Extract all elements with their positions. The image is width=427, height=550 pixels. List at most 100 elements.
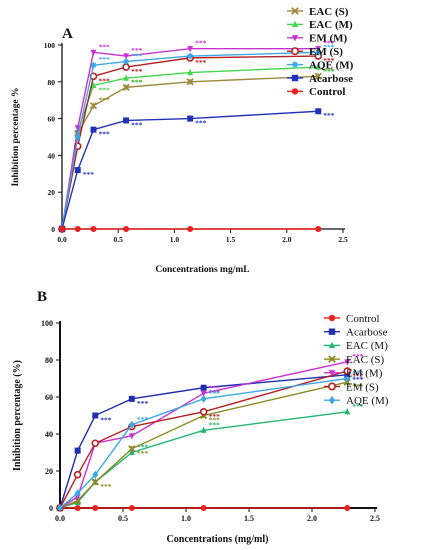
data-point <box>315 49 322 56</box>
legend-marker <box>291 7 299 15</box>
series-line <box>59 381 348 509</box>
y-tick-label: 0 <box>49 504 53 513</box>
x-tick-label: 2.0 <box>282 235 292 244</box>
panel-label: B <box>37 289 47 305</box>
legend-item: Acarbose <box>287 73 353 85</box>
legend-marker <box>291 74 299 82</box>
significance-label: *** <box>100 416 112 425</box>
data-point <box>74 489 81 498</box>
data-point <box>92 412 99 419</box>
y-axis-label: Inhibition percentage % <box>11 87 21 186</box>
legend-label: EAC (S) <box>346 354 385 366</box>
legend-label: Control <box>309 86 345 98</box>
data-point <box>128 395 135 402</box>
legend-item: Control <box>324 313 380 325</box>
significance-label: *** <box>195 39 207 48</box>
y-tick-label: 100 <box>41 319 53 328</box>
data-point <box>344 359 351 366</box>
legend-label: EAC (M) <box>309 19 353 31</box>
legend-label: AQE (M) <box>346 395 389 407</box>
significance-label: *** <box>98 76 110 85</box>
y-tick-label: 80 <box>45 356 53 365</box>
data-point <box>90 126 97 133</box>
data-point <box>74 447 81 454</box>
significance-label: *** <box>98 42 110 51</box>
data-point <box>91 439 100 448</box>
significance-label: *** <box>323 42 335 51</box>
data-point <box>187 226 194 232</box>
x-tick-label: 0.0 <box>55 514 65 523</box>
data-point <box>90 62 97 69</box>
series-line <box>59 377 348 509</box>
legend-marker <box>328 355 336 363</box>
legend-label: AQE (M) <box>309 59 354 71</box>
data-point <box>200 384 207 391</box>
significance-label: *** <box>352 352 364 361</box>
legend-marker <box>328 341 336 349</box>
legend-marker <box>328 314 336 322</box>
chart-panel-a: A 0.0 0.5 1.0 1.5 2.0 2.5 0 20 40 60 80 100 Concentra… <box>11 6 354 275</box>
significance-label: *** <box>352 402 364 411</box>
legend-label: EM (M) <box>346 368 383 380</box>
data-point <box>344 408 351 415</box>
series-line <box>59 374 348 509</box>
y-tick-label: 80 <box>48 78 56 87</box>
data-point <box>187 115 194 122</box>
data-point <box>315 46 322 53</box>
significance-label: *** <box>131 46 143 55</box>
legend-marker <box>291 88 299 95</box>
x-axis-label: Concentrations mg/mL <box>155 265 249 275</box>
significance-label: *** <box>137 415 149 424</box>
y-tick-label: 0 <box>51 225 55 234</box>
x-axis-label: Concentrations (mg/ml) <box>167 534 269 545</box>
data-point <box>74 494 81 501</box>
data-point <box>90 226 97 232</box>
data-point <box>187 69 194 76</box>
series-control <box>57 505 351 511</box>
y-tick-label: 20 <box>45 467 53 476</box>
significance-label: *** <box>83 170 95 179</box>
x-tick-label: 0.5 <box>118 514 128 523</box>
data-point <box>74 505 81 511</box>
x-tick-label: 2.5 <box>338 235 348 244</box>
legend-item: EAC (S) <box>324 354 385 366</box>
data-point <box>128 505 135 511</box>
significance-label: *** <box>195 58 207 67</box>
legend-item: AQE (M) <box>324 395 389 407</box>
legend-item: EAC (M) <box>287 19 353 31</box>
legend-item: Acarbose <box>324 327 388 339</box>
significance-label: *** <box>209 420 221 429</box>
data-point <box>90 81 97 88</box>
data-point <box>187 46 194 53</box>
data-point <box>343 367 352 375</box>
series-acarbose: *** *** *** *** *** <box>59 108 335 232</box>
significance-label: *** <box>98 130 110 139</box>
significance-label: *** <box>352 369 364 378</box>
data-point <box>315 63 322 70</box>
data-point <box>59 226 65 232</box>
data-point <box>128 433 135 440</box>
legend-item: EM (M) <box>324 368 383 380</box>
legend-label: EM (S) <box>309 46 343 58</box>
significance-label: *** <box>209 416 221 425</box>
significance-label: *** <box>209 389 221 398</box>
x-tick-label: 1.0 <box>170 235 180 244</box>
y-tick-label: 60 <box>45 393 53 402</box>
significance-label: *** <box>323 111 335 120</box>
legend-marker <box>291 20 299 28</box>
legend-marker <box>327 382 336 391</box>
significance-label: *** <box>209 383 221 392</box>
data-point <box>90 49 97 56</box>
significance-label: *** <box>195 119 207 128</box>
significance-label: *** <box>323 66 335 75</box>
data-point <box>344 374 351 383</box>
legend-item: EAC (M) <box>324 340 388 352</box>
legend-item: EM (M) <box>287 33 348 45</box>
series-control <box>59 226 322 232</box>
legend-marker <box>291 35 299 42</box>
data-point <box>123 117 130 124</box>
series-line <box>61 110 319 230</box>
data-point <box>123 58 130 65</box>
x-tick-label: 2.5 <box>370 514 380 523</box>
